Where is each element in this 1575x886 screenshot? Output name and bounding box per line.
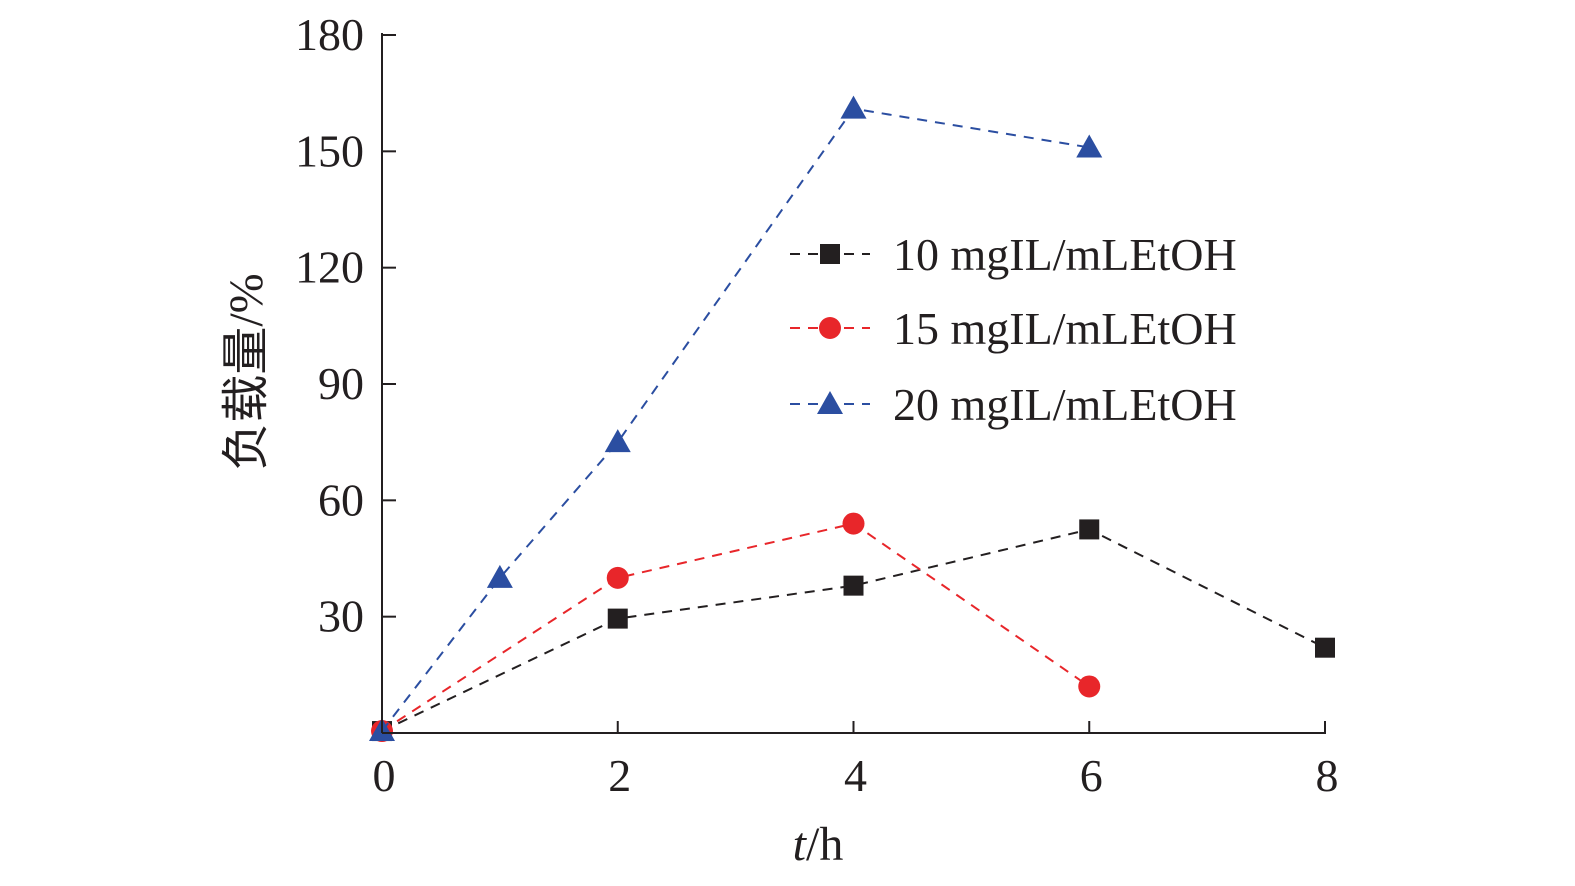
series-line — [381, 522, 1090, 732]
series-2 — [371, 512, 1101, 743]
legend-label: 10 mgIL/mLEtOH — [893, 229, 1237, 280]
y-tick-label: 150 — [295, 125, 364, 176]
legend-label: 20 mgIL/mLEtOH — [893, 379, 1237, 430]
series-1 — [372, 519, 1335, 742]
x-tick-label: 2 — [608, 750, 631, 801]
series-layer — [369, 95, 1335, 743]
x-tick-label: 8 — [1316, 750, 1339, 801]
data-point — [606, 566, 629, 589]
x-tick-label: 4 — [844, 750, 867, 801]
legend-marker — [820, 244, 840, 264]
data-point — [607, 608, 628, 629]
legend-label: 15 mgIL/mLEtOH — [893, 303, 1237, 354]
legend-item: 10 mgIL/mLEtOH — [790, 229, 1237, 280]
x-axis-label: t/h — [793, 818, 844, 871]
y-tick-label: 120 — [295, 242, 364, 293]
y-tick-label: 30 — [318, 591, 364, 642]
x-tick-label: 0 — [373, 750, 396, 801]
data-point — [1315, 637, 1335, 658]
legend-item: 20 mgIL/mLEtOH — [790, 379, 1237, 430]
y-ticks: 30 60 90 120 150 180 — [295, 9, 396, 642]
y-tick-label: 60 — [318, 474, 364, 525]
x-tick-label: 6 — [1080, 750, 1103, 801]
data-point — [842, 512, 865, 535]
x-ticks: 0 2 4 6 8 — [373, 721, 1339, 801]
legend-marker — [819, 317, 841, 339]
series-line — [381, 107, 1090, 732]
series-line — [381, 528, 1326, 732]
data-point — [1076, 134, 1103, 158]
data-point — [1078, 675, 1101, 698]
data-point — [604, 429, 631, 453]
data-point — [843, 575, 864, 596]
data-point — [1079, 519, 1100, 540]
legend-marker — [817, 391, 843, 414]
data-point — [840, 95, 867, 119]
y-axis-label: 负载量/% — [220, 273, 273, 470]
legend-item: 15 mgIL/mLEtOH — [790, 303, 1237, 354]
y-tick-label: 90 — [318, 358, 364, 409]
data-point — [486, 564, 513, 588]
y-tick-label: 180 — [295, 9, 364, 60]
legend: 10 mgIL/mLEtOH 15 mgIL/mLEtOH 20 mgIL/mLEt… — [790, 229, 1237, 430]
